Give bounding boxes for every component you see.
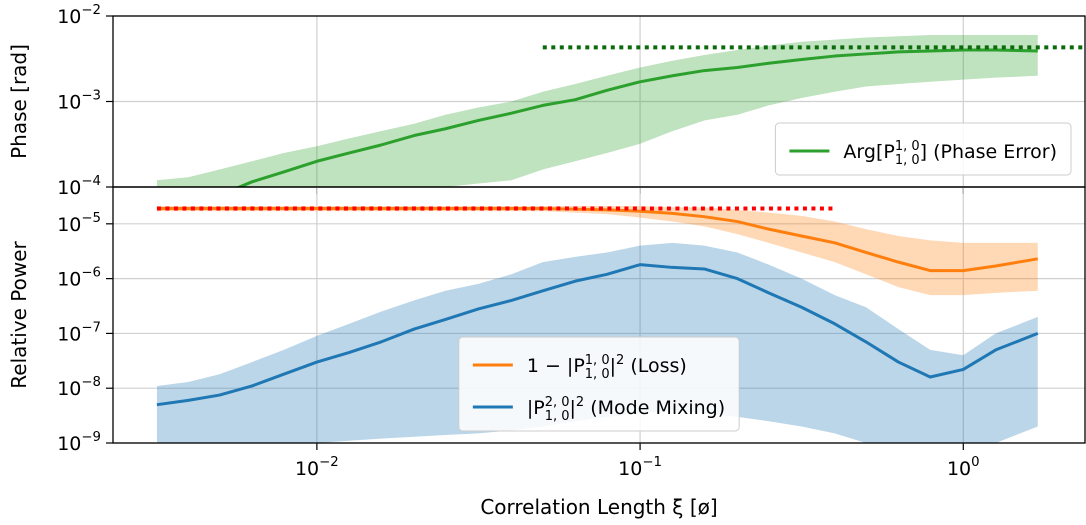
error-band: [156, 206, 1038, 296]
legend-text: |: [570, 397, 576, 419]
legend-label: |P2, 0 1, 0|2 (Mode Mixing): [527, 395, 725, 424]
legend-text: (Mode Mixing): [584, 397, 725, 419]
legend: 1 − |P1, 0 1, 0|2 (Loss)|P2, 0 1, 0|2 (Mod…: [458, 336, 740, 432]
tick-base: 10: [947, 458, 971, 480]
tick-exponent: −1: [642, 455, 662, 470]
tick-base: 10: [57, 378, 81, 400]
tick-base: 10: [618, 458, 642, 480]
tick-exponent: −7: [81, 320, 101, 335]
legend-text: |: [610, 355, 616, 377]
tick-base: 10: [57, 214, 81, 236]
tick-exponent: −4: [81, 174, 101, 189]
tick-exponent: −2: [81, 3, 101, 18]
tick-exponent: 0: [971, 455, 979, 470]
tick-exponent: −3: [81, 89, 101, 104]
legend-sub: 1, 0: [585, 367, 610, 382]
legend-sub: 1, 0: [895, 153, 920, 168]
tick-label: 10−5: [57, 211, 101, 236]
legend-sup: 2, 0: [545, 395, 570, 410]
tick-exponent: −5: [81, 211, 101, 226]
tick-label: 10−4: [57, 174, 101, 199]
tick-label: 10−3: [57, 89, 101, 114]
tick-exponent: −2: [319, 455, 339, 470]
legend-label: Arg[P1, 0 1, 0] (Phase Error): [843, 139, 1057, 168]
legend-sup: 2: [576, 395, 584, 410]
series-line: [156, 263, 1039, 407]
legend: Arg[P1, 0 1, 0] (Phase Error): [774, 122, 1072, 176]
legend-text: ] (Phase Error): [920, 141, 1057, 163]
axes-frame: [112, 186, 1086, 444]
tick-exponent: −6: [81, 266, 101, 281]
legend-sup: 1, 0: [585, 353, 610, 368]
tick-base: 10: [295, 458, 319, 480]
tick-base: 10: [57, 269, 81, 291]
legend-text: Arg[P: [843, 141, 894, 163]
tick-base: 10: [57, 323, 81, 345]
series-line: [235, 48, 1038, 187]
legend-sub: 1, 0: [545, 409, 570, 424]
legend-box: [458, 336, 740, 432]
tick-label: 10−1: [618, 455, 662, 480]
legend-sup: 2: [616, 353, 624, 368]
tick-label: 10−8: [57, 375, 101, 400]
y-axis-label: Relative Power: [7, 240, 31, 388]
tick-base: 10: [57, 6, 81, 28]
error-band: [156, 34, 1038, 187]
tick-label: 10−9: [57, 430, 101, 455]
tick-base: 10: [57, 433, 81, 455]
y-axis-label: Phase [rad]: [7, 44, 31, 159]
tick-label: 10−6: [57, 266, 101, 291]
tick-exponent: −8: [81, 375, 101, 390]
legend-sup: 1, 0: [895, 139, 920, 154]
legend-box: [774, 122, 1072, 176]
tick-base: 10: [57, 92, 81, 114]
legend-text: (Loss): [624, 355, 687, 377]
x-axis-label: Correlation Length ξ [ø]: [480, 495, 717, 519]
tick-label: 10−2: [295, 455, 339, 480]
tick-label: 10−2: [57, 3, 101, 28]
legend-text: |P: [527, 397, 545, 419]
tick-base: 10: [57, 177, 81, 199]
legend-text: 1 − |P: [527, 355, 585, 377]
plot-area: [156, 34, 1085, 187]
tick-exponent: −9: [81, 430, 101, 445]
tick-label: 10−7: [57, 320, 101, 345]
tick-label: 100: [947, 455, 980, 480]
legend-label: 1 − |P1, 0 1, 0|2 (Loss): [527, 353, 687, 382]
